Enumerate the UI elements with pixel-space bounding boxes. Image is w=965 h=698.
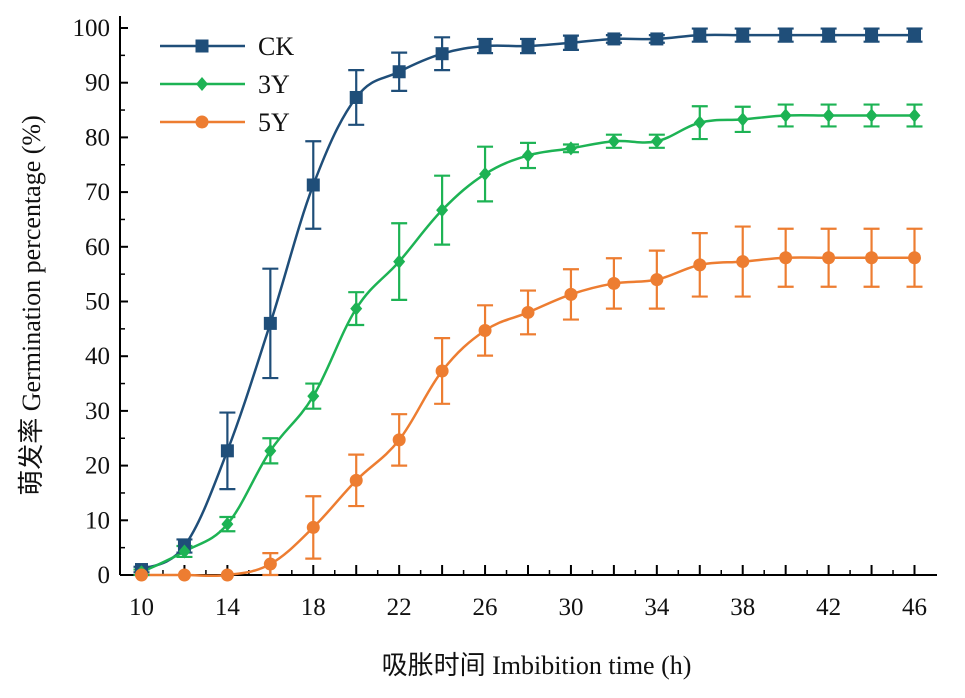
series-5y-point: [306, 520, 320, 534]
series-5y-point: [736, 255, 750, 269]
series-5y-point: [435, 364, 449, 378]
series-5y-point: [564, 287, 578, 301]
series-5y-point: [177, 568, 191, 582]
series-ck-point: [650, 32, 664, 46]
series-3y-point: [393, 254, 406, 269]
x-tick-label: 46: [902, 594, 927, 621]
series-ck-point: [607, 32, 621, 46]
y-tick-label: 50: [85, 289, 110, 316]
x-tick-label: 30: [558, 594, 583, 621]
series-5y-point: [865, 251, 879, 265]
series-5y-point: [650, 273, 664, 287]
x-tick-label: 22: [387, 594, 412, 621]
series-ck-point: [220, 444, 234, 458]
axis-titles: 吸胀时间 Imbibition time (h) 萌发率 Germination…: [17, 115, 691, 680]
series-ck-point: [908, 28, 921, 42]
series-3y-point: [178, 544, 191, 559]
series-3y-point: [908, 108, 921, 123]
series-ck-point: [822, 28, 836, 42]
x-tick-label: 10: [129, 594, 154, 621]
legend-3y-label: 3Y: [258, 70, 290, 99]
x-tick-label: 34: [644, 594, 670, 621]
series-3y-point: [779, 108, 792, 123]
y-tick-label: 100: [73, 15, 111, 42]
series-5y-point: [220, 568, 234, 582]
x-tick-label: 18: [301, 594, 326, 621]
series-5y-point: [392, 433, 406, 447]
series-ck-point: [263, 316, 277, 330]
series-3y-point: [264, 443, 277, 458]
series-5y-point: [607, 276, 621, 290]
series-ck-point: [349, 90, 363, 104]
x-tick-label: 26: [473, 594, 498, 621]
series-5y-point: [135, 568, 148, 582]
y-tick-label: 60: [85, 234, 110, 261]
y-tick-label: 0: [98, 562, 111, 589]
series-ck-point: [306, 178, 320, 192]
series-ck-point: [779, 28, 793, 42]
y-tick-label: 90: [85, 70, 110, 97]
legend-ck-marker: [195, 39, 209, 53]
series-ck-point: [564, 36, 578, 50]
x-tick-label: 42: [816, 594, 841, 621]
series-3y-point: [436, 203, 449, 218]
series-5y-point: [693, 258, 707, 272]
x-tick-label: 14: [215, 594, 241, 621]
y-tick-label: 80: [85, 124, 110, 151]
series-ck-point: [521, 39, 535, 53]
series-ck-point: [865, 28, 879, 42]
series-5y-point: [521, 305, 535, 319]
y-tick-label: 10: [85, 507, 110, 534]
series-ck-point: [736, 28, 750, 42]
series-5y-point: [822, 251, 836, 265]
error-bars: [133, 27, 923, 577]
series-ck-point: [478, 39, 492, 53]
series-3y-point: [650, 134, 663, 149]
series-3y-point: [479, 167, 492, 182]
legend-5y-label: 5Y: [258, 108, 290, 137]
series-3y-point: [865, 108, 878, 123]
series-3y-point: [307, 389, 320, 404]
series-3y-line: [140, 113, 915, 574]
y-tick-label: 20: [85, 453, 110, 480]
legend-ck-label: CK: [258, 32, 294, 61]
series-5y-point: [779, 251, 793, 265]
axes: 0 10 20 30 40 50 60 70 80 90 100 10 14 18 22 26 30 34 38 42…: [73, 15, 937, 621]
series-5y-point: [263, 557, 277, 571]
series-3y-point: [607, 134, 620, 149]
series-3y-point: [350, 301, 363, 316]
legend-3y-marker: [196, 77, 208, 91]
y-axis-title: 萌发率 Germination percentage (%): [17, 115, 46, 495]
y-tick-label: 70: [85, 179, 110, 206]
x-tick-label: 38: [730, 594, 755, 621]
series-ck-point: [392, 65, 406, 79]
legend: CK 3Y 5Y: [160, 32, 294, 137]
data-markers: [135, 28, 921, 582]
series-5y-point: [349, 473, 363, 487]
series-ck-point: [435, 47, 449, 61]
legend-5y-marker: [195, 115, 209, 129]
series-3y-point: [822, 108, 835, 123]
series-5y-point: [478, 323, 492, 337]
x-axis-title: 吸胀时间 Imbibition time (h): [382, 651, 692, 680]
series-3y-point: [693, 115, 706, 130]
y-tick-label: 40: [85, 343, 110, 370]
series-3y-point: [736, 112, 749, 127]
series-5y-point: [908, 251, 921, 265]
series-ck-line: [140, 33, 915, 571]
series-3y-point: [221, 517, 234, 532]
series-ck-point: [693, 28, 707, 42]
series-3y-point: [522, 148, 534, 163]
series-3y-point: [564, 141, 577, 156]
y-tick-label: 30: [85, 398, 110, 425]
